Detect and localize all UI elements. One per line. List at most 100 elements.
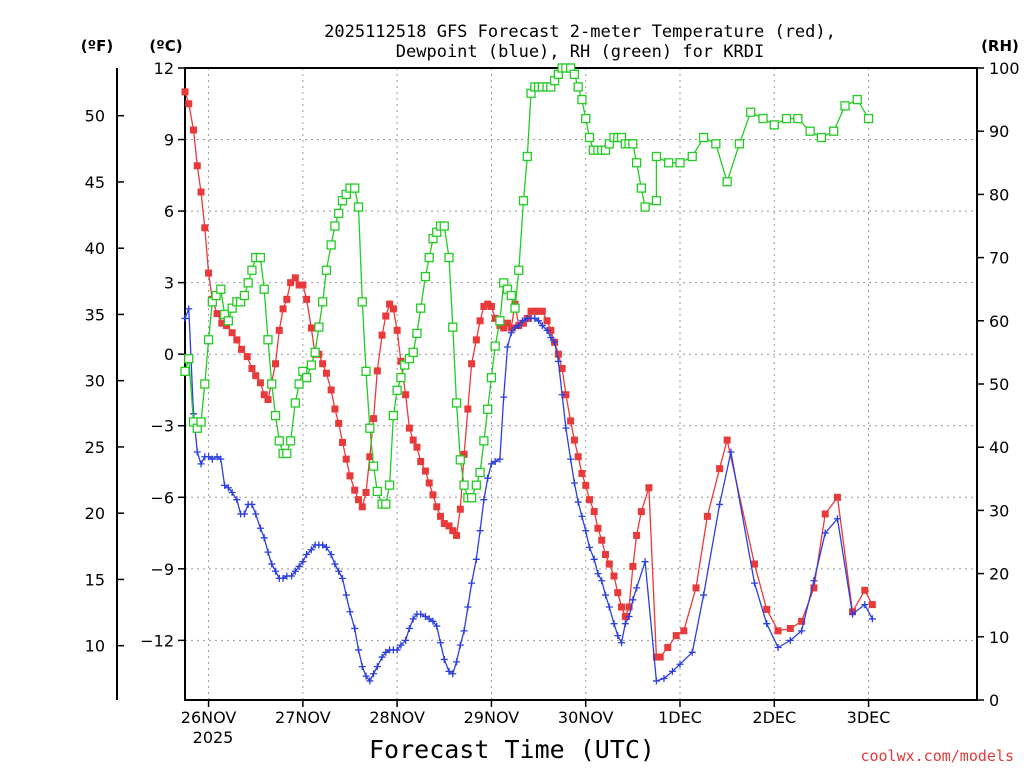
dewpoint-point [716, 500, 724, 508]
rh-point [203, 335, 214, 345]
rh-series [180, 63, 874, 509]
dewpoint-point [338, 574, 346, 582]
x-axis-title: Forecast Time (UTC) [369, 735, 655, 764]
dewpoint-point [393, 646, 401, 654]
temperature-point [527, 307, 535, 315]
temperature-point [417, 458, 425, 466]
dewpoint-point [233, 496, 241, 504]
temperature-point [567, 417, 575, 425]
dewpoint-point [221, 481, 229, 489]
temperature-point [252, 372, 260, 380]
temperature-point [440, 520, 448, 528]
rh-point [318, 297, 328, 307]
temperature-point [218, 319, 226, 327]
rh-point [628, 139, 638, 149]
rh-point [196, 417, 206, 427]
rh-tick-label: 70 [989, 249, 1009, 268]
temperature-point [205, 269, 213, 277]
temperature-point [868, 601, 876, 609]
rh-point [368, 461, 379, 471]
dewpoint-point [543, 326, 551, 334]
rh-point [314, 322, 324, 332]
rh-point [852, 94, 862, 105]
rh-point [306, 360, 316, 370]
dewpoint-point [633, 584, 641, 592]
dewpoint-point [331, 560, 339, 568]
temperature-point [763, 605, 771, 613]
temperature-point [222, 322, 230, 330]
temperature-point [774, 627, 782, 635]
dewpoint-point [629, 596, 637, 604]
dewpoint-point [252, 510, 260, 518]
dewpoint-point [342, 591, 350, 599]
dewpoint-point [500, 393, 508, 401]
plot-frame [184, 67, 978, 701]
rh-point [388, 410, 399, 421]
temperature-point [283, 295, 291, 303]
temperature-point [507, 324, 515, 332]
dewpoint-point [507, 329, 515, 337]
x-tick-label: 29NOV [464, 708, 520, 727]
rh-point [439, 221, 449, 231]
rh-point [285, 436, 296, 446]
rh-point [490, 341, 500, 351]
rh-point [392, 385, 402, 395]
dewpoint-point [307, 546, 315, 554]
rh-point [514, 265, 524, 275]
temperature-point [472, 336, 480, 344]
rh-point [829, 126, 839, 136]
temperature-point [633, 531, 641, 539]
x-tick-label: 1DEC [658, 708, 702, 727]
dewpoint-point [676, 660, 684, 668]
dewpoint-point [268, 560, 276, 568]
temperature-point [275, 326, 283, 334]
rh-point [455, 455, 465, 465]
rh-point [479, 436, 489, 446]
temperature-point [421, 467, 429, 475]
dewpoint-point [248, 500, 256, 508]
rh-point [640, 202, 650, 212]
rh-point [631, 158, 642, 168]
temperature-point [260, 391, 268, 399]
dewpoint-point [484, 474, 492, 482]
temperature-point [833, 493, 841, 501]
temperature-point [346, 472, 354, 480]
rh-point [711, 139, 721, 149]
x-tick-label: 2DEC [752, 708, 796, 727]
rh-point [758, 113, 768, 124]
temperature-point [272, 360, 280, 368]
temperature-point [354, 496, 362, 504]
temperature-point [189, 126, 197, 134]
temperature-point [338, 438, 346, 446]
rh-point [510, 303, 520, 313]
fahrenheit-tick-label: 30 [85, 372, 105, 391]
dewpoint-point [429, 617, 437, 625]
temperature-point [558, 364, 566, 372]
temperature-point [393, 326, 401, 334]
temperature-point [605, 560, 613, 568]
rh-point [223, 316, 234, 326]
dewpoint-point [402, 636, 410, 644]
rh-point [459, 480, 469, 490]
celsius-tick-label: 3 [164, 274, 174, 293]
dewpoint-point [594, 570, 602, 578]
temperature-point [366, 453, 374, 461]
dewpoint-point [197, 460, 205, 468]
temperature-point [810, 584, 818, 592]
dewpoint-point [567, 455, 575, 463]
rh-point [651, 196, 662, 206]
temperature-point [307, 324, 315, 332]
rh-point [184, 354, 194, 364]
rh-point [573, 82, 583, 92]
rh-tick-label: 100 [989, 59, 1020, 78]
temperature-point [409, 436, 417, 444]
dewpoint-point [362, 672, 370, 680]
dewpoint-point [727, 448, 735, 456]
rh-tick-label: 20 [989, 565, 1009, 584]
dewpoint-point [570, 479, 578, 487]
dewpoint-point [562, 424, 570, 432]
temperature-point [433, 503, 441, 511]
rh-point [301, 373, 312, 383]
temperature-point [382, 312, 390, 320]
dewpoint-point [208, 455, 216, 463]
